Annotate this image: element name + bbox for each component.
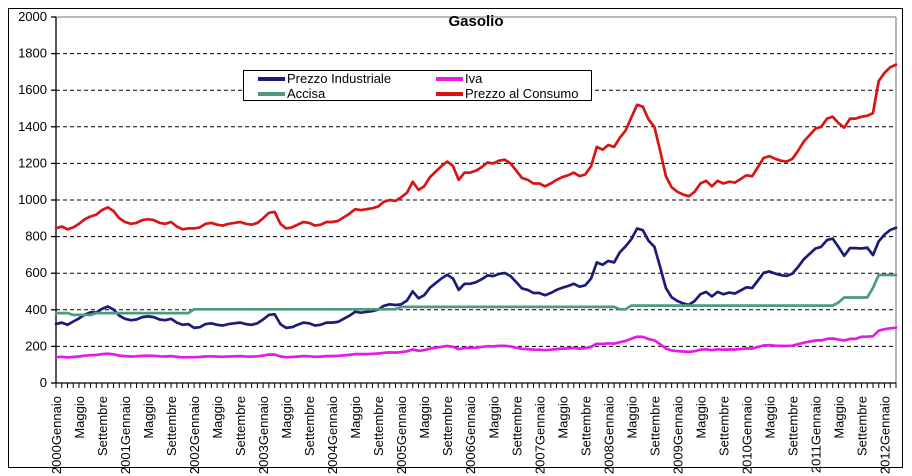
y-tick-label-0: 0 xyxy=(40,375,47,390)
legend-item-iva: Iva xyxy=(436,71,591,86)
y-tick-label-800: 800 xyxy=(25,229,47,244)
x-tick-label: Maggio xyxy=(555,396,570,439)
chart-title: Gasolio xyxy=(448,13,504,30)
x-tick-label: 2002Gennaio xyxy=(187,396,202,474)
y-tick-label-600: 600 xyxy=(25,265,47,280)
x-tick-label: 2006Gennaio xyxy=(463,396,478,474)
x-tick-label: Maggio xyxy=(417,396,432,439)
y-tick-label-1600: 1600 xyxy=(18,82,47,97)
x-tick-label: Maggio xyxy=(348,396,363,439)
legend-label-prezzo-industriale: Prezzo Industriale xyxy=(287,71,392,86)
y-tick-label-2000: 2000 xyxy=(18,9,47,24)
x-tick-label: Settembre xyxy=(371,396,386,456)
series-line-prezzo-al-consumo xyxy=(54,63,898,231)
y-tick-label-1800: 1800 xyxy=(18,46,47,61)
legend-item-accisa: Accisa xyxy=(258,86,436,101)
y-tick-label-1000: 1000 xyxy=(18,192,47,207)
legend-swatch-prezzo-al-consumo xyxy=(436,91,463,96)
x-tick-label: Maggio xyxy=(72,396,87,439)
x-tick-label: 2001Gennaio xyxy=(118,396,133,474)
x-tick-label: Maggio xyxy=(210,396,225,439)
x-tick-label: Settembre xyxy=(233,396,248,456)
y-tick-label-1400: 1400 xyxy=(18,119,47,134)
legend-label-accisa: Accisa xyxy=(287,86,326,101)
legend-label-prezzo-al-consumo: Prezzo al Consumo xyxy=(465,86,579,101)
legend-item-prezzo-industriale: Prezzo Industriale xyxy=(258,71,436,86)
x-tick-label: Settembre xyxy=(647,396,662,456)
series-line-prezzo-industriale xyxy=(54,226,898,330)
x-tick-label: Settembre xyxy=(785,396,800,456)
y-tick-label-200: 200 xyxy=(25,338,47,353)
x-tick-label: 2008Gennaio xyxy=(601,396,616,474)
x-tick-label: 2000Gennaio xyxy=(49,396,64,474)
x-tick-label: Settembre xyxy=(95,396,110,456)
x-tick-label: 2005Gennaio xyxy=(394,396,409,474)
x-tick-label: 2003Gennaio xyxy=(256,396,271,474)
x-tick-label: Settembre xyxy=(578,396,593,456)
x-tick-label: Maggio xyxy=(831,396,846,439)
x-tick-label: Maggio xyxy=(624,396,639,439)
x-tick-label: 2012Gennaio xyxy=(877,396,892,474)
x-tick-label: Settembre xyxy=(440,396,455,456)
x-tick-label: 2011Gennaio xyxy=(808,396,823,473)
legend-label-iva: Iva xyxy=(465,71,483,86)
x-tick-label: Settembre xyxy=(302,396,317,456)
x-tick-label: Settembre xyxy=(716,396,731,456)
x-tick-label: 2004Gennaio xyxy=(325,396,340,474)
x-tick-label: 2010Gennaio xyxy=(739,396,754,474)
legend: Prezzo Industriale Accisa Iva Prezzo al … xyxy=(243,70,592,101)
x-tick-label: Maggio xyxy=(486,396,501,439)
x-tick-label: Settembre xyxy=(509,396,524,456)
legend-swatch-prezzo-industriale xyxy=(258,76,285,81)
legend-swatch-iva xyxy=(436,76,463,81)
series-line-accisa xyxy=(54,273,898,317)
legend-item-prezzo-al-consumo: Prezzo al Consumo xyxy=(436,86,591,101)
chart-outer-border xyxy=(8,8,903,468)
series-line-iva xyxy=(54,326,898,359)
x-tick-label: 2007Gennaio xyxy=(532,396,547,474)
y-tick-label-400: 400 xyxy=(25,302,47,317)
x-tick-label: Settembre xyxy=(164,396,179,456)
legend-swatch-accisa xyxy=(258,91,285,96)
x-tick-label: 2009Gennaio xyxy=(670,396,685,474)
x-tick-label: Settembre xyxy=(854,396,869,456)
x-tick-label: Maggio xyxy=(141,396,156,439)
x-tick-label: Maggio xyxy=(693,396,708,439)
y-tick-label-1200: 1200 xyxy=(18,155,47,170)
x-tick-label: Maggio xyxy=(762,396,777,439)
x-tick-label: Maggio xyxy=(279,396,294,439)
